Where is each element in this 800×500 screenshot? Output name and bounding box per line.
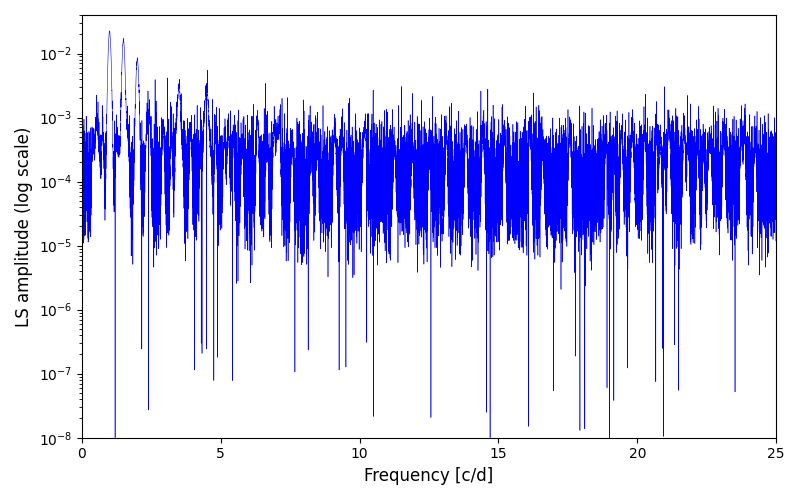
X-axis label: Frequency [c/d]: Frequency [c/d] <box>364 467 494 485</box>
Y-axis label: LS amplitude (log scale): LS amplitude (log scale) <box>15 126 33 326</box>
